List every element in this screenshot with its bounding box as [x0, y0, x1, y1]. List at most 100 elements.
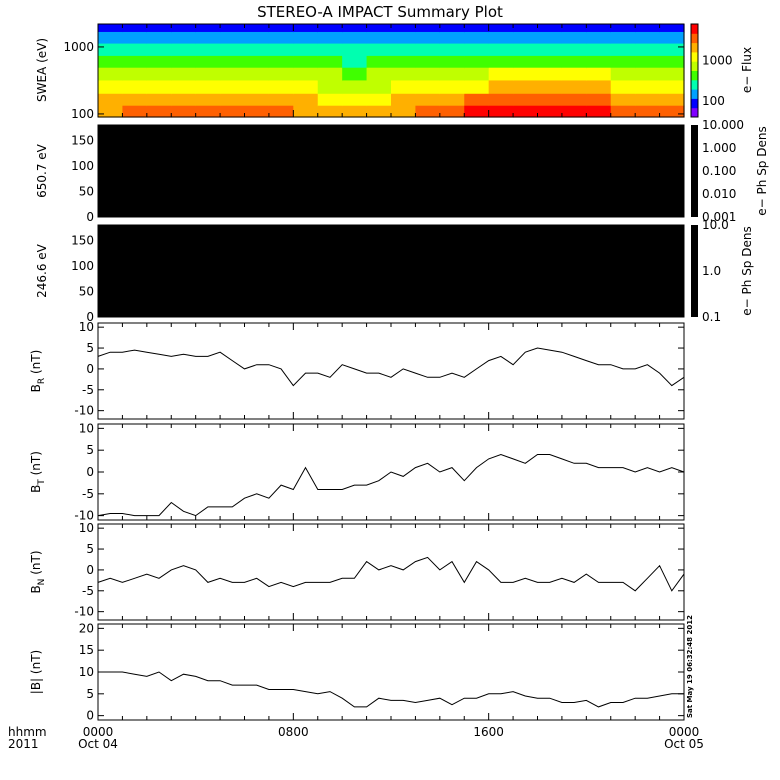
- br-plot: 10 5 0 -5 -10: [74, 320, 685, 418]
- pad246-colorbar-label: e− Ph Sp Dens: [740, 226, 754, 315]
- swea-cell: [293, 24, 319, 33]
- br-frame: [97, 322, 685, 420]
- swea-cell: [195, 105, 221, 118]
- swea-cell: [122, 43, 148, 57]
- swea-y-tick-label: 1000: [63, 40, 94, 54]
- bmag-y-tick-label: 5: [86, 687, 94, 701]
- br-y-tick-label: 0: [86, 362, 94, 376]
- swea-cell: [561, 31, 587, 45]
- swea-cell: [659, 93, 685, 107]
- swea-cell: [391, 105, 417, 118]
- swea-cell: [513, 55, 539, 69]
- br-y-label: BR (nT): [29, 350, 47, 393]
- swea-cell: [586, 55, 612, 69]
- swea-cell: [122, 31, 148, 45]
- swea-cell: [220, 55, 246, 69]
- bmag-y-tick-label: 0: [86, 709, 94, 723]
- bt-panel: 10 5 0 -5 -10 BT (nT): [29, 421, 685, 523]
- swea-cell: [415, 31, 441, 45]
- bmag-series-line: [98, 671, 684, 708]
- swea-cell: [391, 80, 417, 95]
- bn-y-tick-label: 10: [79, 521, 94, 535]
- swea-cell: [171, 93, 197, 107]
- bmag-y-tick-label: 20: [79, 621, 94, 635]
- bt-y-tick-label: -10: [74, 509, 94, 523]
- swea-cell: [659, 31, 685, 45]
- swea-cell: [146, 67, 172, 82]
- pad246-y-label: 246.6 eV: [35, 243, 49, 298]
- swea-cell: [635, 55, 661, 69]
- time-tick-date-label: Oct 04: [78, 737, 118, 751]
- swea-cell: [171, 80, 197, 95]
- pad650-colorbar: [691, 125, 698, 217]
- swea-cell: [171, 105, 197, 118]
- swea-cell: [366, 80, 392, 95]
- pad246-y-tick-label: 0: [86, 310, 94, 324]
- swea-cell: [220, 80, 246, 95]
- bt-plot: 10 5 0 -5 -10: [74, 421, 685, 523]
- bn-panel: 10 5 0 -5 -10 BN (nT): [29, 521, 685, 621]
- swea-cell: [610, 67, 636, 82]
- swea-cell: [244, 31, 270, 45]
- swea-cell: [586, 93, 612, 107]
- swea-cell: [513, 67, 539, 82]
- swea-colorbar-swatch: [691, 24, 698, 34]
- swea-cell: [293, 43, 319, 57]
- swea-cell: [464, 24, 490, 33]
- swea-cell: [146, 43, 172, 57]
- swea-cell: [635, 24, 661, 33]
- pad650-y-tick-label: 50: [79, 184, 94, 198]
- swea-cell: [366, 31, 392, 45]
- swea-cell: [317, 43, 343, 57]
- swea-cell: [561, 105, 587, 118]
- swea-cell: [342, 55, 368, 69]
- bn-series-line: [97, 556, 685, 592]
- swea-cell: [610, 24, 636, 33]
- swea-cell: [659, 24, 685, 33]
- swea-cell: [366, 43, 392, 57]
- swea-cell: [342, 93, 368, 107]
- swea-cell: [464, 67, 490, 82]
- time-axis-corner-label-1: hhmm: [8, 725, 47, 739]
- swea-cell: [220, 93, 246, 107]
- bmag-panel: 20 15 10 5 0 |B| (nT): [29, 621, 685, 723]
- pad650-colorbar-label: e− Ph Sp Dens: [755, 126, 769, 215]
- swea-cell: [293, 31, 319, 45]
- swea-cell: [171, 55, 197, 69]
- pad246-colorbar: [691, 225, 698, 317]
- swea-cell: [342, 67, 368, 82]
- swea-cell: [586, 105, 612, 118]
- swea-cell: [561, 67, 587, 82]
- bn-y-tick-label: 0: [86, 563, 94, 577]
- pad650-colorbar-tick-label: 10.000: [702, 118, 744, 132]
- swea-cell: [146, 80, 172, 95]
- swea-cell: [635, 31, 661, 45]
- swea-cell: [610, 93, 636, 107]
- swea-cell: [610, 80, 636, 95]
- pad246-colorbar-tick-label: 0.1: [702, 310, 721, 324]
- time-tick-label: 0800: [278, 725, 309, 739]
- swea-cell: [122, 80, 148, 95]
- swea-cell: [98, 43, 124, 57]
- swea-cell: [610, 43, 636, 57]
- swea-cell: [317, 67, 343, 82]
- swea-cell: [98, 80, 124, 95]
- swea-cell: [537, 67, 563, 82]
- time-tick-label: 0000: [83, 725, 114, 739]
- swea-cell: [220, 105, 246, 118]
- swea-cell: [391, 93, 417, 107]
- swea-cell: [122, 24, 148, 33]
- bt-y-label: BT (nT): [29, 451, 47, 493]
- swea-cell: [146, 31, 172, 45]
- swea-cell: [268, 24, 294, 33]
- swea-cell: [391, 67, 417, 82]
- bn-y-tick-label: -5: [82, 584, 94, 598]
- swea-cell: [610, 105, 636, 118]
- swea-colorbar-swatch: [691, 33, 698, 44]
- pad650-colorbar-tick-label: 0.100: [702, 164, 736, 178]
- swea-cell: [464, 55, 490, 69]
- swea-cell: [537, 24, 563, 33]
- swea-cell: [317, 24, 343, 33]
- swea-cell: [220, 43, 246, 57]
- swea-colorbar-label: e− Flux: [740, 47, 754, 93]
